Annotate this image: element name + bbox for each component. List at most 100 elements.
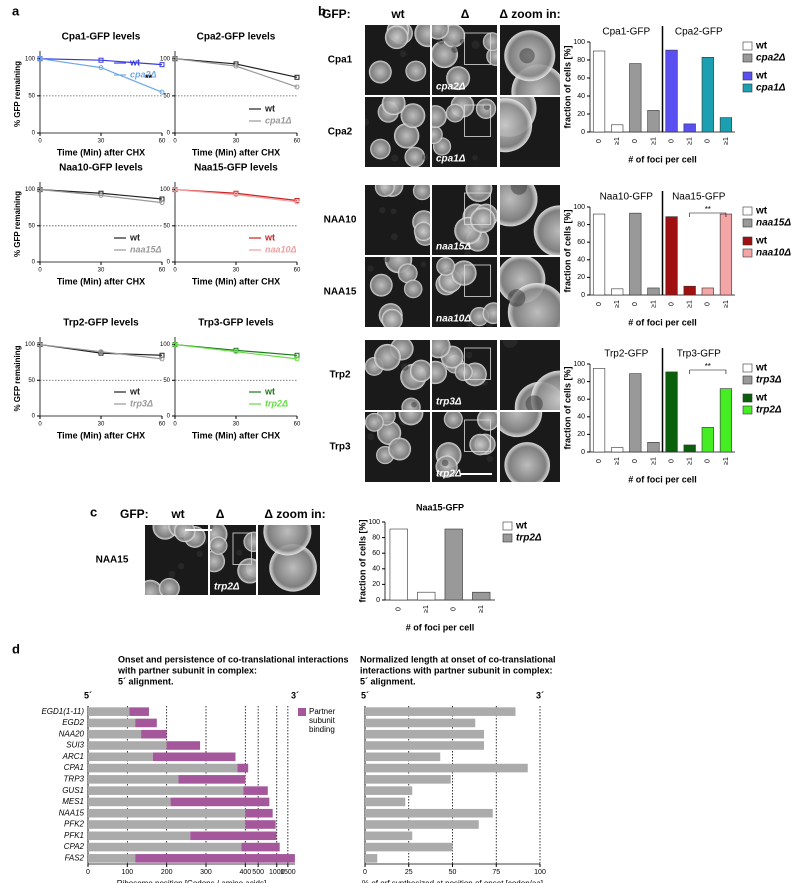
bar-segment (190, 831, 277, 841)
bar-segment (241, 842, 280, 852)
cells (500, 257, 560, 327)
y-tick-label: 0 (376, 597, 380, 604)
cell (470, 207, 496, 233)
legend-label: trp2Δ (516, 533, 542, 544)
bar-segment (88, 718, 136, 728)
legend-label: wt (755, 363, 768, 374)
series-line (174, 343, 298, 360)
cell (451, 260, 477, 286)
cell (263, 525, 312, 556)
y-axis-label: fraction of cells [%] (562, 209, 572, 292)
legend-swatch (742, 71, 753, 81)
x-tick-label: ≥1 (423, 605, 430, 613)
x-tick-label: ≥1 (687, 300, 694, 308)
zoom-box (464, 192, 491, 225)
x-tick-label: 1500 (280, 869, 296, 876)
data-point (233, 63, 239, 69)
bar-segment (178, 775, 246, 784)
x-axis-label: Ribosome position [Codons / amino acids] (117, 879, 266, 883)
row-label: NAA15 (96, 555, 129, 566)
column-header: Δ zoom in: (264, 507, 325, 521)
data-point (37, 56, 43, 62)
bar-segment (88, 797, 171, 807)
column-header: GFP: (322, 7, 351, 21)
y-tick-label: NAA15 (59, 808, 85, 817)
chart-title: Trp3-GFP levels (198, 318, 274, 329)
group-label: Cpa2-GFP (675, 27, 723, 38)
x-axis-label: # of foci per cell (628, 474, 697, 484)
bar-segment (243, 786, 268, 795)
series-line (39, 189, 163, 204)
y-tick-label: NAA20 (59, 729, 85, 738)
bar (629, 63, 642, 133)
bar-segment (245, 820, 276, 829)
bar-segment (88, 820, 246, 829)
y-tick-label: 80 (372, 534, 380, 541)
data-point (172, 342, 178, 348)
cell (432, 40, 459, 69)
data-point (98, 192, 104, 198)
y-tick-label: 20 (577, 274, 585, 281)
bar (701, 427, 714, 453)
cell (476, 412, 497, 431)
cell (401, 397, 421, 410)
cell (445, 103, 465, 123)
y-tick-label: 60 (577, 75, 585, 82)
cell (210, 536, 228, 555)
bar-segment (365, 831, 413, 841)
x-tick-label: ≥1 (614, 300, 621, 308)
y-tick-label: 0 (167, 131, 171, 137)
legend-label: wt (755, 393, 768, 404)
y-axis-label: fraction of cells [%] (562, 366, 572, 449)
x-axis-label: % of orf synthesized at position of onse… (362, 879, 543, 883)
x-axis-label: Time (Min) after CHX (192, 430, 280, 440)
chart-title: Trp2-GFP levels (63, 318, 139, 329)
chart-title: Cpa2-GFP levels (197, 32, 276, 43)
cell (369, 273, 393, 297)
legend-swatch (298, 708, 306, 716)
cell (374, 185, 395, 197)
mutant-label: cpa1Δ (436, 154, 466, 165)
vacuole (486, 455, 494, 463)
x-tick-label: 60 (294, 268, 301, 274)
annotation: ** (705, 205, 711, 214)
legend-label: wt (264, 386, 275, 396)
legend-label: cpa2Δ (130, 69, 157, 79)
group-label: Trp2-GFP (604, 349, 648, 360)
x-tick-label: 0 (596, 139, 603, 143)
y-axis-label: % GFP remaining (13, 191, 22, 257)
vacuole (472, 155, 478, 161)
bar-segment (88, 775, 179, 784)
vacuole (383, 257, 390, 263)
significance-bracket (689, 212, 727, 217)
x-tick-label: 0 (451, 607, 458, 611)
vacuole (390, 208, 397, 215)
x-tick-label: 0 (596, 302, 603, 306)
cells (432, 97, 497, 161)
x-tick-label: 30 (233, 139, 240, 145)
bar (472, 591, 491, 601)
legend-label: cpa1Δ (756, 83, 786, 94)
cell (465, 185, 493, 203)
y-tick-label: 60 (577, 396, 585, 403)
bar-segment (88, 831, 191, 841)
legend-swatch (742, 41, 753, 51)
cell (210, 550, 226, 573)
vacuole (390, 233, 398, 241)
column-header: Δ (216, 507, 225, 521)
series-line (39, 58, 163, 66)
row-label: Cpa1 (328, 55, 353, 66)
cell (398, 412, 424, 426)
bar (701, 56, 714, 133)
legend-swatch (742, 53, 753, 63)
chart-title: interactions with partner subunit in com… (360, 665, 553, 675)
bar-segment (365, 854, 378, 863)
x-tick-label: 0 (705, 139, 712, 143)
data-point (37, 342, 43, 348)
y-tick-label: FAS2 (65, 853, 85, 862)
chart-title: Cpa1-GFP levels (62, 32, 141, 43)
vacuole (367, 265, 374, 272)
row-label: Trp3 (329, 442, 351, 453)
x-tick-label: 30 (233, 268, 240, 274)
